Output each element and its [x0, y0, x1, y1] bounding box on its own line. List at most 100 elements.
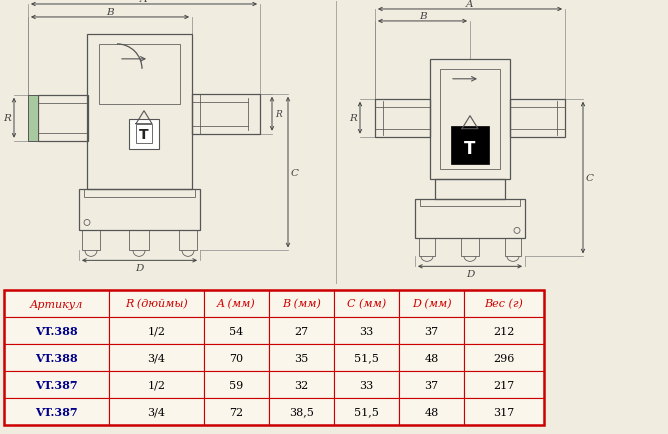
Bar: [269, 371, 334, 398]
Bar: [464, 290, 544, 317]
Bar: [204, 317, 269, 344]
Bar: [451, 126, 489, 164]
Text: 72: 72: [229, 407, 244, 417]
Bar: [334, 398, 399, 425]
Bar: [109, 371, 204, 398]
Text: VT.387: VT.387: [35, 379, 77, 390]
Bar: [461, 239, 479, 257]
Bar: [399, 290, 464, 317]
Text: 54: 54: [229, 326, 244, 336]
Text: D: D: [136, 263, 144, 272]
Bar: [334, 371, 399, 398]
Text: C: C: [291, 168, 299, 177]
Bar: [82, 231, 100, 251]
Bar: [269, 398, 334, 425]
Bar: [435, 179, 505, 199]
Text: B: B: [419, 13, 426, 21]
Text: 70: 70: [229, 353, 244, 363]
Text: VT.387: VT.387: [35, 406, 77, 417]
Bar: [109, 398, 204, 425]
Text: 37: 37: [424, 380, 439, 390]
Bar: [464, 371, 544, 398]
Bar: [334, 317, 399, 344]
Bar: [415, 199, 525, 239]
Text: R (дюймы): R (дюймы): [125, 299, 188, 309]
Bar: [38, 95, 88, 141]
Bar: [399, 317, 464, 344]
Bar: [84, 189, 195, 197]
Text: B: B: [106, 8, 114, 17]
Text: 212: 212: [493, 326, 514, 336]
Text: D (мм): D (мм): [411, 299, 452, 309]
Bar: [269, 344, 334, 371]
Text: Артикул: Артикул: [30, 299, 84, 309]
Text: R: R: [276, 110, 283, 119]
Text: A (мм): A (мм): [217, 299, 256, 309]
Bar: [399, 398, 464, 425]
Bar: [334, 344, 399, 371]
Bar: [28, 95, 38, 141]
Bar: [420, 199, 520, 207]
Text: 1/2: 1/2: [148, 326, 166, 336]
Bar: [464, 398, 544, 425]
Text: 217: 217: [494, 380, 514, 390]
Text: Вес (г): Вес (г): [484, 299, 524, 309]
Text: 38,5: 38,5: [289, 407, 314, 417]
Text: 33: 33: [359, 326, 373, 336]
Bar: [129, 231, 149, 251]
Text: 48: 48: [424, 353, 439, 363]
Text: 3/4: 3/4: [148, 407, 166, 417]
Bar: [179, 231, 197, 251]
Text: VT.388: VT.388: [35, 326, 77, 336]
Text: 3/4: 3/4: [148, 353, 166, 363]
Text: 32: 32: [295, 380, 309, 390]
Text: C (мм): C (мм): [347, 299, 386, 309]
Bar: [334, 290, 399, 317]
Text: 48: 48: [424, 407, 439, 417]
Bar: [192, 95, 260, 135]
Bar: [419, 239, 435, 257]
Bar: [79, 189, 200, 231]
Bar: [204, 290, 269, 317]
Text: 296: 296: [493, 353, 514, 363]
Text: A: A: [466, 0, 474, 10]
Text: VT.388: VT.388: [35, 352, 77, 363]
Bar: [87, 35, 192, 189]
Bar: [204, 344, 269, 371]
Bar: [4, 290, 544, 425]
Bar: [99, 45, 180, 105]
Bar: [464, 317, 544, 344]
Text: 27: 27: [295, 326, 309, 336]
Bar: [269, 317, 334, 344]
Text: 35: 35: [295, 353, 309, 363]
Bar: [4, 344, 109, 371]
Text: B (мм): B (мм): [282, 299, 321, 309]
Text: 51,5: 51,5: [354, 407, 379, 417]
Bar: [464, 344, 544, 371]
Text: T: T: [464, 139, 476, 157]
Bar: [4, 398, 109, 425]
Bar: [269, 290, 334, 317]
Bar: [109, 290, 204, 317]
Text: C: C: [586, 174, 594, 183]
Bar: [109, 344, 204, 371]
Text: 1/2: 1/2: [148, 380, 166, 390]
Text: 59: 59: [229, 380, 244, 390]
Bar: [430, 60, 510, 179]
Text: R: R: [3, 114, 11, 123]
Bar: [375, 99, 430, 137]
Text: 51,5: 51,5: [354, 353, 379, 363]
Text: T: T: [139, 127, 149, 141]
Bar: [204, 398, 269, 425]
Bar: [505, 239, 521, 257]
Text: R: R: [349, 114, 357, 123]
Bar: [4, 317, 109, 344]
Text: 33: 33: [359, 380, 373, 390]
Bar: [399, 344, 464, 371]
Bar: [510, 99, 565, 137]
Bar: [4, 371, 109, 398]
Text: 37: 37: [424, 326, 439, 336]
Bar: [440, 70, 500, 169]
Text: 317: 317: [494, 407, 514, 417]
Text: A: A: [140, 0, 148, 4]
